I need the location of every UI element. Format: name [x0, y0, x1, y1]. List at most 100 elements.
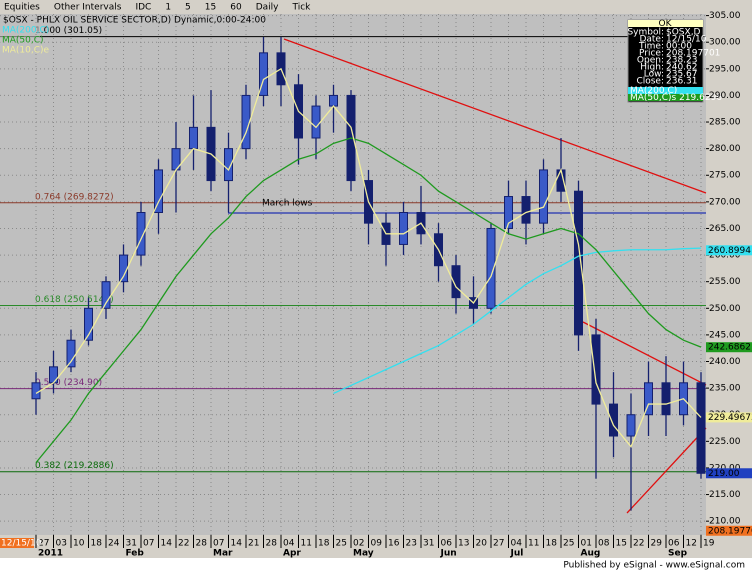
info-value: 208.197701 — [666, 49, 720, 59]
y-tick-label: 235.00 — [709, 384, 741, 394]
x-tick-label: 31 — [423, 539, 434, 549]
toolbar-item[interactable]: 60 — [230, 3, 242, 13]
x-tick-label: 27 — [38, 539, 49, 549]
info-value: 12/15/10 — [666, 35, 707, 45]
trendline — [626, 427, 707, 514]
x-tick-label: 21 — [248, 539, 259, 549]
candle-body — [521, 196, 531, 224]
x-tick-label: 18 — [318, 539, 330, 549]
toolbar-item[interactable]: 15 — [205, 3, 216, 13]
y-tick-label: 250.00 — [709, 304, 741, 314]
candle-body — [661, 382, 671, 416]
ma-line — [35, 67, 702, 448]
toolbar — [0, 0, 752, 14]
x-tick-label: 22 — [178, 539, 189, 549]
x-tick-label: 25 — [563, 539, 574, 549]
x-tick-label: 22 — [633, 539, 644, 549]
candle-body — [189, 126, 198, 150]
x-tick-label: 02 — [353, 539, 364, 549]
y-tick-label: 275.00 — [709, 171, 741, 181]
ma-line — [333, 247, 702, 395]
info-value: 238.23 — [666, 56, 698, 66]
toolbar-item[interactable]: Tick — [291, 3, 311, 13]
toolbar-item[interactable]: 1 — [165, 3, 171, 13]
x-tick-label: 04 — [283, 539, 295, 549]
x-tick-label: 12 — [686, 539, 697, 549]
candle-body — [486, 227, 496, 309]
legend-swatch — [0, 35, 40, 44]
marks — [31, 36, 706, 511]
month-label: May — [353, 549, 374, 559]
price-tag-label: 260.8994 — [708, 246, 751, 256]
chart-title: $OSX - PHLX OIL SERVICE SECTOR,D) Dynami… — [3, 16, 266, 26]
x-tick-label: 28 — [196, 539, 208, 549]
y-tick-label: 295.00 — [709, 64, 741, 74]
level-label: 0.764 (269.8272) — [35, 192, 114, 202]
level-label: 0.500 (234.90) — [35, 378, 102, 388]
toolbar-item[interactable]: IDC — [135, 3, 151, 13]
x-tick-label: 06 — [441, 539, 453, 549]
candle-body — [136, 212, 146, 256]
candle-body — [609, 403, 618, 437]
info-key: Date: — [639, 35, 664, 45]
x-tick-label: 18 — [546, 539, 558, 549]
price-tag-label: 208.197701 — [708, 526, 752, 536]
x-tick-label: 31 — [126, 539, 137, 549]
y-tick-label: 210.00 — [709, 517, 741, 527]
candle-body — [119, 254, 128, 283]
candle-body — [259, 52, 268, 96]
y-tick-label: 240.00 — [709, 357, 741, 367]
candle-body — [591, 334, 601, 405]
y-tick-label: 260.00 — [709, 251, 741, 261]
y-axis-panel — [706, 14, 752, 558]
trendline — [283, 38, 707, 194]
toolbar-item[interactable]: Other Intervals — [54, 3, 122, 13]
level-label: 0.382 (219.2886) — [35, 461, 114, 471]
x-tick-label: 25 — [336, 539, 347, 549]
info-ma-bg — [628, 94, 703, 101]
info-ma: MA(50,C)s 219.6296 — [630, 93, 722, 103]
info-key: Open: — [637, 56, 664, 66]
candle-body — [311, 105, 321, 139]
x-tick-label: 27 — [493, 539, 504, 549]
x-tick-label: 11 — [528, 539, 539, 549]
x-tick-label: 13 — [458, 539, 469, 549]
candle-body — [66, 339, 76, 368]
x-tick-label: 10 — [73, 539, 85, 549]
info-key: Close: — [636, 77, 664, 87]
level-label: 0.618 (250.5142) — [35, 295, 114, 305]
toolbar-item[interactable]: Equities — [4, 3, 40, 13]
info-value: 00:00 — [666, 42, 692, 52]
info-key: Price: — [639, 49, 664, 59]
x-tick-label: 11 — [301, 539, 312, 549]
candle-body — [329, 94, 338, 107]
x-tick-label: 03 — [56, 539, 67, 549]
legend-entry: MA(50,C) — [2, 36, 44, 46]
toolbar-item[interactable]: Daily — [256, 3, 279, 13]
candle-body — [574, 190, 583, 336]
candle-body — [101, 281, 111, 309]
x-tick-label: 04 — [511, 539, 523, 549]
info-title: OK — [659, 19, 673, 29]
y-tick-label: 270.00 — [709, 197, 741, 207]
x-tick-label: 06 — [668, 539, 680, 549]
toolbar-item[interactable]: 5 — [185, 3, 191, 13]
month-label: Sep — [668, 549, 688, 559]
x-tick-label: 01 — [581, 539, 592, 549]
x-tick-label: 23 — [406, 539, 417, 549]
x-tick-label: 16 — [388, 539, 400, 549]
price-tag — [706, 245, 752, 256]
y-tick-label: 280.00 — [709, 144, 741, 154]
candle-body — [644, 382, 653, 416]
footer-bar — [0, 558, 752, 572]
x-tick-label: 28 — [266, 539, 278, 549]
footer: Published by eSignal - www.eSignal.com — [563, 561, 745, 571]
x-tick-label: 09 — [371, 539, 383, 549]
month-label: Aug — [581, 549, 601, 559]
info-key: Low: — [644, 70, 664, 80]
y-tick-label: 290.00 — [709, 91, 741, 101]
candle-body — [399, 212, 408, 245]
y-tick-label: 255.00 — [709, 277, 741, 287]
